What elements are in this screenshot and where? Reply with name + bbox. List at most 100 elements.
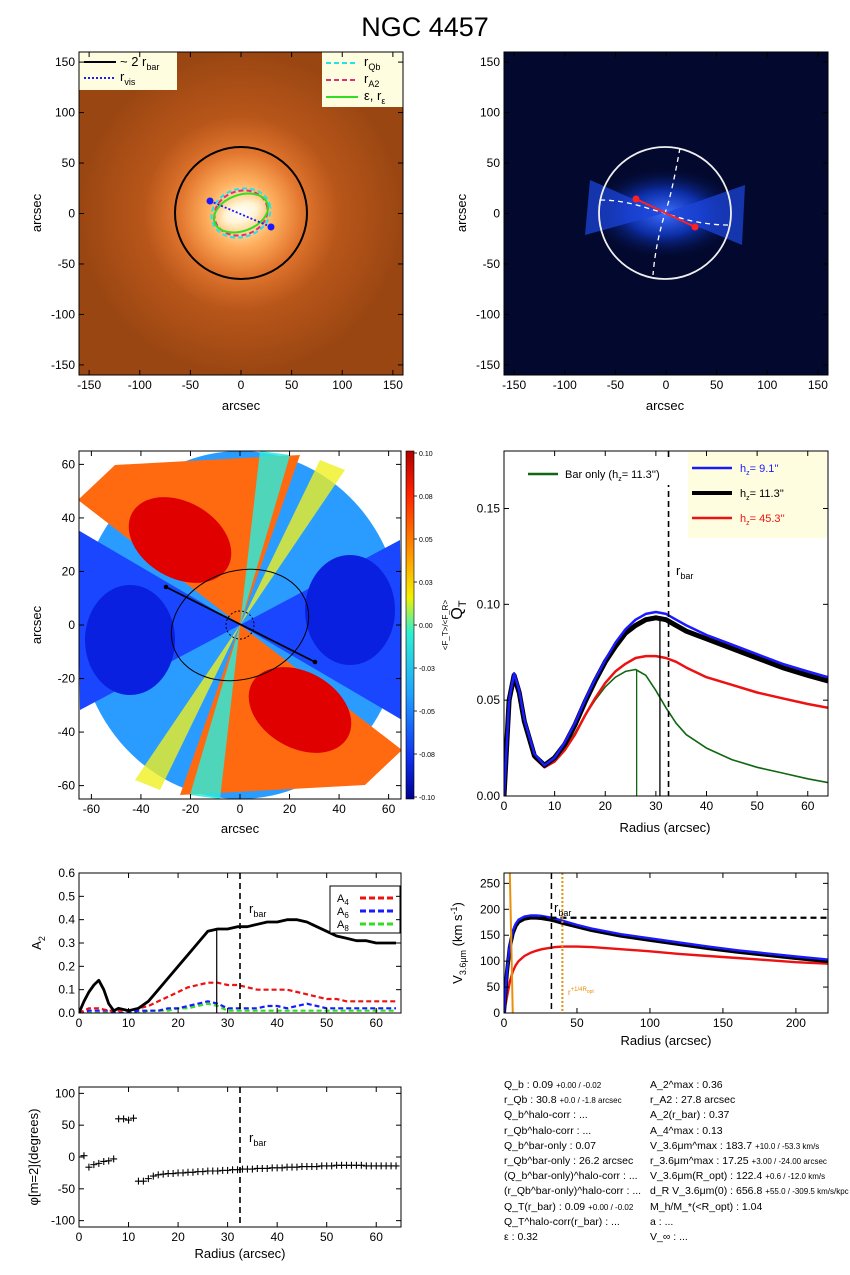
- stat-value: : 1.04: [733, 1200, 763, 1213]
- stat-key: A_4^max: [650, 1124, 694, 1137]
- stat-value: : 183.7: [717, 1139, 753, 1152]
- x-tick-label: 100: [640, 1016, 660, 1030]
- phase-point: [120, 1115, 128, 1123]
- y-tick-label: -100: [51, 307, 75, 321]
- stat-value: : ...: [602, 1215, 620, 1228]
- y-tick-label: -150: [476, 358, 500, 372]
- stat-line: d_R V_3.6μm(0) : 656.8 +55.0 / -309.5 km/…: [650, 1184, 849, 1199]
- x-tick-label: 150: [713, 1016, 733, 1030]
- x-tick-label: 60: [382, 802, 396, 816]
- legend-bar-only-bg: [510, 460, 682, 485]
- stat-value: : 0.32: [508, 1230, 538, 1243]
- series-line-a6: [79, 1000, 396, 1013]
- stat-line: r_Qb : 30.8 +0.0 / -1.8 arcsec: [504, 1093, 641, 1108]
- legend-sub: 4: [344, 898, 349, 907]
- stat-value: : 0.07: [566, 1139, 596, 1152]
- colorbar: [405, 450, 415, 800]
- stat-line: Q_b^bar-only : 0.07: [504, 1139, 641, 1154]
- stats-right-column: A_2^max : 0.36 r_A2 : 27.8 arcsec A_2(r_ba…: [650, 1078, 849, 1245]
- phase-point: [199, 1168, 207, 1176]
- stat-line: (r_Qb^bar-only)^halo-corr : ...: [504, 1184, 641, 1199]
- y-tick-label: 0.5: [58, 889, 75, 903]
- stat-key: Q_b: [504, 1079, 524, 1091]
- stat-key: V_3.6μm(R_opt): [650, 1170, 728, 1183]
- stat-value: : 122.4: [727, 1170, 763, 1183]
- x-tick-label: 30: [221, 1230, 235, 1244]
- y-tick-label: 0.0: [58, 1006, 75, 1020]
- x-tick-label: -60: [83, 802, 101, 816]
- x-tick-label: 10: [122, 1230, 136, 1244]
- ellipse-rqb: [210, 187, 272, 239]
- legend-hz2-label: hz= 11.3'': [740, 488, 784, 502]
- ylabel-galaxy: arcsec: [29, 193, 44, 232]
- qt-cyan-band-2: [190, 625, 240, 799]
- x-tick-label: 60: [801, 799, 815, 813]
- legend-a6-label: A6: [337, 906, 349, 920]
- stat-key: (Q_b^bar-only)^halo-corr: [504, 1170, 621, 1183]
- x-tick-label: -150: [502, 378, 526, 392]
- legend-reps-label: ε, rε: [364, 88, 385, 106]
- phase-point: [154, 1171, 162, 1179]
- stat-uncertainty: +55.0 / -309.5 km/s/kpc: [765, 1187, 849, 1197]
- y-tick-label: 50: [62, 1118, 76, 1132]
- legend-left-box: [79, 52, 177, 90]
- axes-qt-map: -60 -40 -20 0 20 40 60 -60 -40 -20 0 20 40 60: [58, 451, 401, 816]
- stat-key: a: [650, 1215, 656, 1228]
- y-tick-label: -100: [476, 307, 500, 321]
- phase-point: [293, 1163, 301, 1171]
- plot-rotation: [504, 873, 828, 1013]
- rvis-line: [209, 200, 272, 228]
- stat-line: Q_b^halo-corr : ...: [504, 1108, 641, 1123]
- series-line-a8: [79, 1002, 396, 1013]
- y-tick-label: 0.2: [58, 959, 75, 973]
- xlabel-qt-profile: Radius (arcsec): [619, 820, 710, 835]
- stat-uncertainty: +0.6 / -12.0 km/s: [765, 1172, 826, 1182]
- panel-rotation-curve: rbar r+1/4Ropt 0 50 100 150 2000501001502002…: [449, 872, 829, 1048]
- residual-bar-dot-right: [691, 223, 699, 231]
- legend-sub: 6: [344, 911, 349, 920]
- stat-value: : 0.36: [693, 1079, 723, 1091]
- residual-bar-dot-left: [632, 195, 640, 203]
- axes-phase: 0 10 20 30 40 50 60 -100 -50 0 50 100: [51, 1086, 401, 1244]
- colorbar-tick-label: 0.10: [419, 451, 433, 458]
- colorbar-tick-label: -0.03: [419, 666, 435, 673]
- stat-line: V_3.6μm^max : 183.7 +10.0 / -53.3 km/s: [650, 1139, 849, 1154]
- qt-inner-circle: [225, 610, 255, 640]
- x-tick-label: 150: [383, 378, 403, 392]
- stat-value: : 17.25: [713, 1154, 749, 1167]
- y-tick-label: 100: [480, 106, 500, 120]
- stat-value: : 0.09: [555, 1200, 586, 1213]
- colorbar-tick-label: 0.08: [419, 494, 433, 501]
- x-tick-label: 30: [221, 1016, 235, 1030]
- x-tick-label: 50: [750, 799, 764, 813]
- x-tick-label: 100: [332, 378, 352, 392]
- y-tick-label: 60: [62, 457, 76, 471]
- stat-line: V_∞ : ...: [650, 1230, 849, 1245]
- y-tick-label: 0.15: [477, 502, 501, 516]
- stat-line: A_4^max : 0.13: [650, 1124, 849, 1139]
- stat-uncertainty: +3.00 / -24.00 arcsec: [751, 1156, 827, 1166]
- stat-value: : ...: [570, 1109, 588, 1122]
- qt-lobe-red-lower: [248, 667, 352, 753]
- panel-galaxy-image: ~ 2 rbar rvis rQb rA2 ε, rε -150 -100 -50 0…: [29, 51, 404, 413]
- stat-line: A_2^max : 0.36: [650, 1078, 849, 1093]
- x-tick-label: 50: [570, 1016, 584, 1030]
- xlabel-galaxy: arcsec: [222, 398, 261, 413]
- phase-point: [357, 1161, 365, 1169]
- x-tick-label: 40: [270, 1016, 284, 1030]
- x-tick-label: 30: [649, 799, 663, 813]
- y-tick-label: 0.05: [477, 693, 501, 707]
- legend-a8-label: A8: [337, 919, 349, 933]
- phase-point: [125, 1116, 133, 1124]
- stat-key: r_Qb: [504, 1094, 528, 1107]
- rvis-dot-left: [206, 197, 214, 205]
- phase-point: [100, 1157, 108, 1165]
- ropt-label: r+1/4Ropt: [568, 987, 594, 997]
- legend-base: A: [337, 893, 345, 905]
- frame-rotation: [503, 872, 829, 1014]
- ellipse-reps: [212, 192, 270, 234]
- phase-point: [149, 1172, 157, 1180]
- y-tick-label: 0: [68, 207, 75, 221]
- legend-hz1-label: hz= 9.1'': [740, 463, 779, 477]
